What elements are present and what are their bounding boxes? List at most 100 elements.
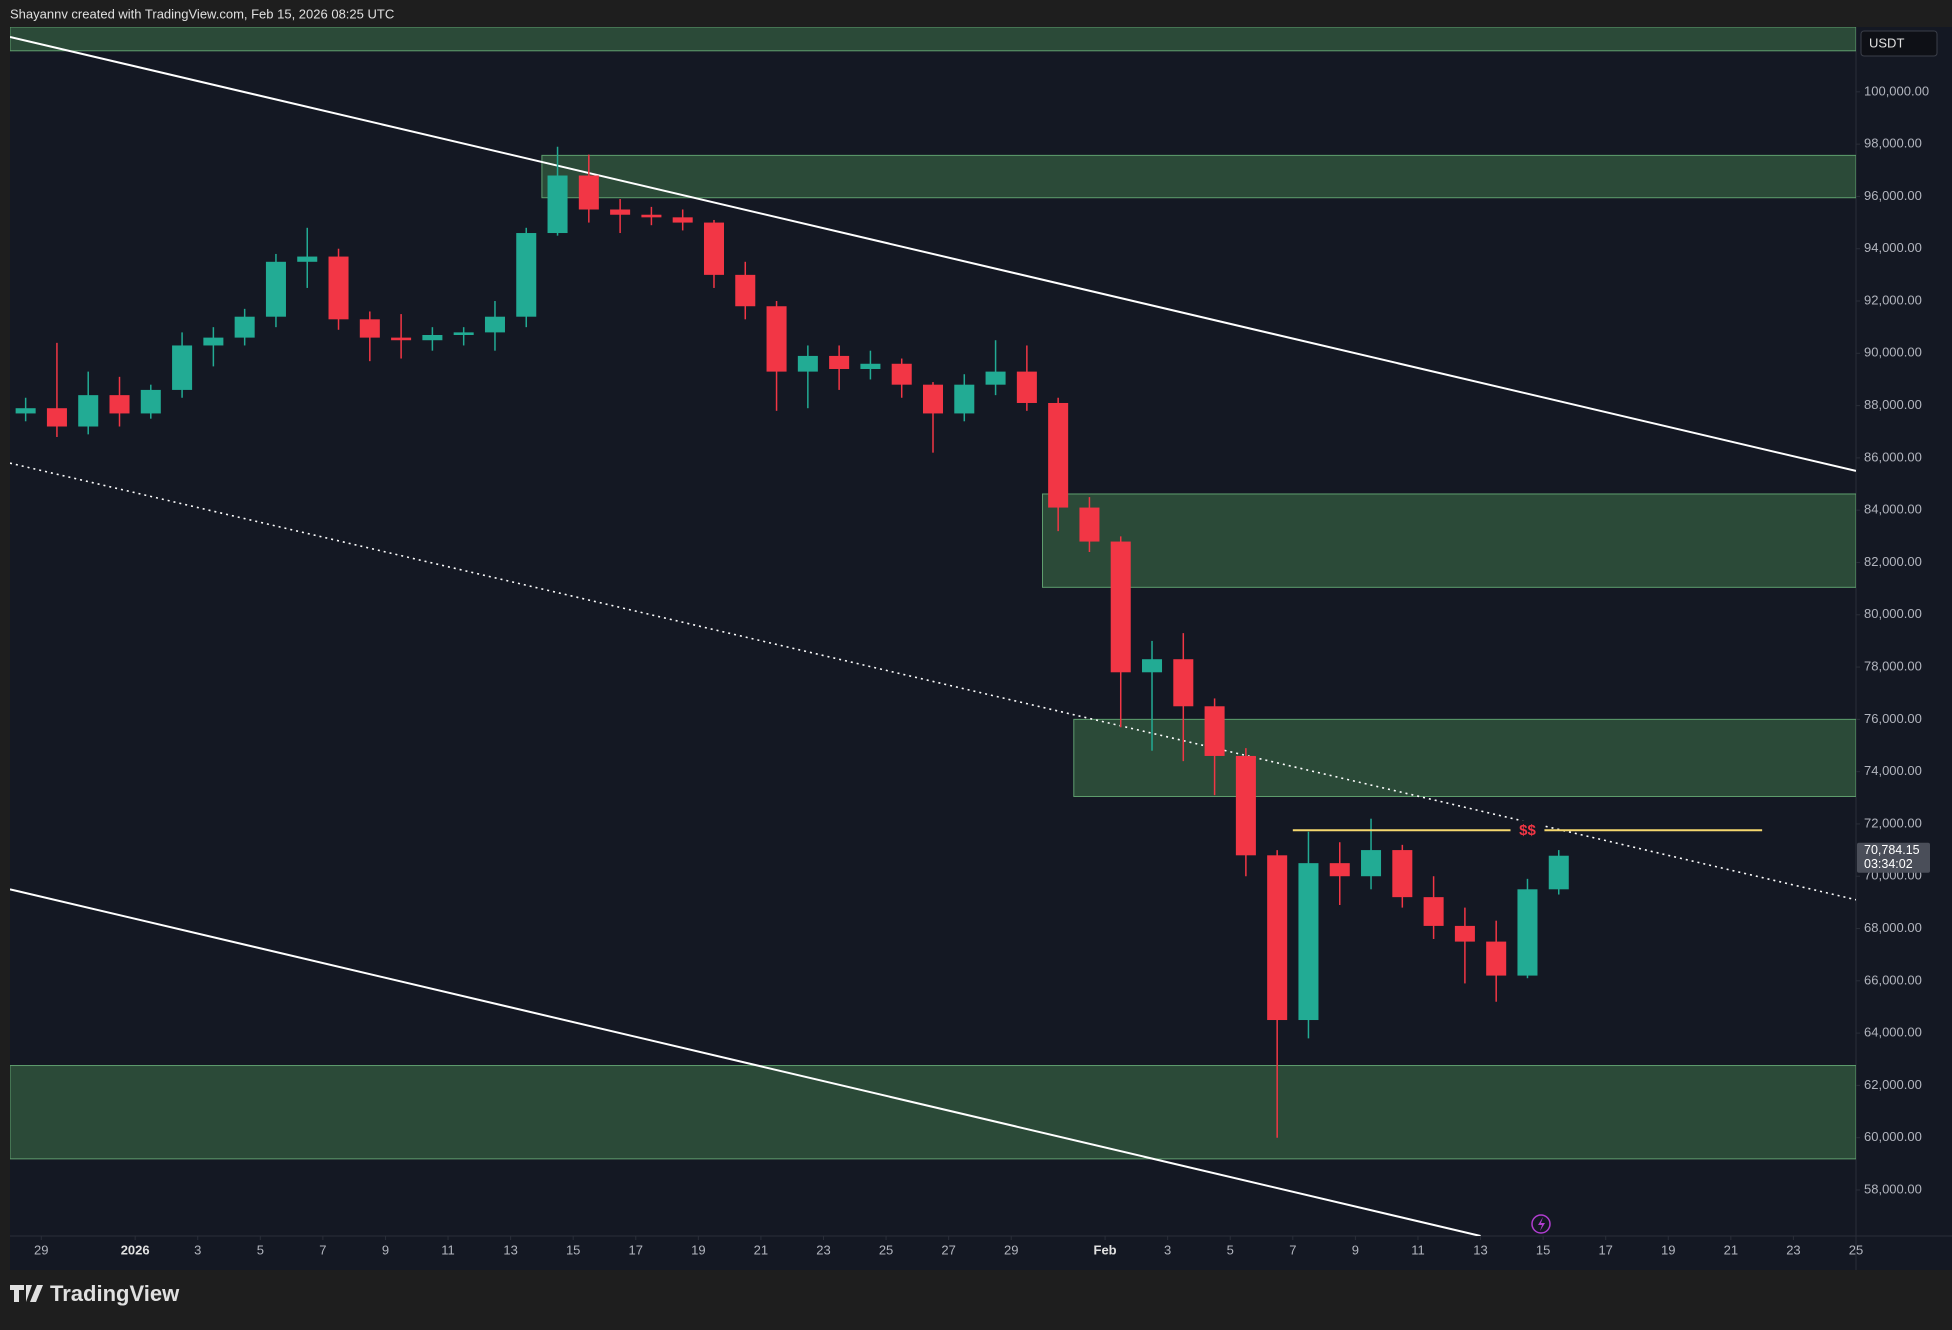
countdown-label: 03:34:02 [1864, 857, 1913, 871]
candle-body [140, 389, 161, 414]
y-tick-label: 98,000.00 [1864, 136, 1922, 151]
candle-body [453, 332, 474, 336]
y-tick-label: 96,000.00 [1864, 188, 1922, 203]
y-tick-label: 74,000.00 [1864, 763, 1922, 778]
zone [10, 27, 1856, 52]
candle-body [78, 395, 99, 427]
candle-body [1298, 863, 1319, 1021]
candle-body [1173, 659, 1194, 707]
y-tick-label: 60,000.00 [1864, 1129, 1922, 1144]
candle-body [860, 363, 881, 369]
candle-body [46, 408, 67, 427]
x-tick-label: 7 [319, 1242, 326, 1257]
liquidity-label-bg [1510, 820, 1545, 841]
candle-body [703, 222, 724, 275]
x-tick-label: 21 [754, 1242, 768, 1257]
alert-icon [1531, 1214, 1551, 1234]
currency-label: USDT [1869, 35, 1904, 50]
candle-body [1423, 897, 1444, 926]
y-tick-label: 66,000.00 [1864, 972, 1922, 987]
candle-body [391, 337, 412, 341]
trendline [10, 35, 1856, 472]
y-tick-label: 62,000.00 [1864, 1077, 1922, 1092]
y-tick-label: 84,000.00 [1864, 502, 1922, 517]
candle-body [297, 256, 318, 262]
candle-body [265, 261, 286, 317]
x-tick-label: 15 [1536, 1242, 1550, 1257]
x-tick-label: 9 [1352, 1242, 1359, 1257]
y-tick-label: 82,000.00 [1864, 554, 1922, 569]
watermark: TradingView [50, 1281, 180, 1306]
x-tick-label: Feb [1094, 1242, 1117, 1257]
trendline [10, 462, 1856, 901]
x-tick-label: 15 [566, 1242, 580, 1257]
logo [10, 1285, 43, 1302]
x-tick-label: 9 [382, 1242, 389, 1257]
x-tick-label: 19 [1661, 1242, 1675, 1257]
candle-body [1361, 850, 1382, 877]
y-tick-label: 90,000.00 [1864, 345, 1922, 360]
x-tick-label: 17 [629, 1242, 643, 1257]
x-tick-label: 29 [1004, 1242, 1018, 1257]
y-tick-label: 94,000.00 [1864, 240, 1922, 255]
x-tick-label: 19 [691, 1242, 705, 1257]
candle-body [954, 384, 975, 414]
candle-body [672, 217, 693, 223]
last-price-box [1857, 842, 1930, 873]
candle-body [891, 363, 912, 385]
candle-body [1079, 507, 1100, 542]
x-tick-label: 3 [194, 1242, 201, 1257]
last-price-label: 70,784.15 [1864, 843, 1920, 857]
candle-body [922, 384, 944, 414]
candle-body [1548, 855, 1569, 890]
candle-body [1142, 659, 1163, 673]
candle-body [172, 345, 193, 390]
y-tick-label: 100,000.00 [1864, 83, 1929, 98]
candle-body [610, 209, 631, 215]
trendline [10, 888, 1481, 1236]
x-tick-label: 3 [1164, 1242, 1171, 1257]
x-tick-label: 29 [34, 1242, 48, 1257]
candle-body [1048, 402, 1069, 508]
candle-body [578, 175, 599, 210]
candle-body [1235, 755, 1256, 856]
candle-body [15, 408, 36, 414]
candle-body [422, 335, 443, 341]
time-axis-area [10, 1236, 1856, 1270]
candle-body [203, 337, 224, 346]
x-tick-label: 5 [1227, 1242, 1234, 1257]
candle-body [1517, 889, 1538, 976]
x-tick-label: 13 [503, 1242, 517, 1257]
y-tick-label: 68,000.00 [1864, 920, 1922, 935]
alert-circle [1531, 1214, 1551, 1234]
y-tick-label: 88,000.00 [1864, 397, 1922, 412]
x-tick-label: 27 [941, 1242, 955, 1257]
zone [541, 154, 1856, 199]
candle-body [766, 306, 787, 372]
liquidity-label: $$ [1519, 822, 1536, 839]
y-tick-label: 72,000.00 [1864, 815, 1922, 830]
y-tick-label: 58,000.00 [1864, 1181, 1922, 1196]
candle-body [641, 214, 662, 218]
y-tick-label: 80,000.00 [1864, 606, 1922, 621]
plot-area [10, 27, 1856, 1236]
x-tick-label: 23 [1786, 1242, 1800, 1257]
candle-body [109, 395, 130, 414]
candle-body [797, 355, 818, 372]
candle-body [359, 319, 380, 338]
x-tick-label: 25 [879, 1242, 893, 1257]
candle-body [735, 274, 756, 307]
candle-body [1204, 706, 1225, 756]
candle-body [484, 316, 505, 333]
candle-body [234, 316, 255, 338]
candle-body [1110, 541, 1131, 673]
candle-body [516, 233, 537, 317]
candle-body [1267, 855, 1288, 1021]
price-axis-area [1856, 27, 1952, 1270]
zone [1042, 493, 1856, 588]
candle-body [985, 371, 1006, 385]
x-tick-label: 13 [1473, 1242, 1487, 1257]
chart-title: Shayannv created with TradingView.com, F… [10, 6, 394, 21]
